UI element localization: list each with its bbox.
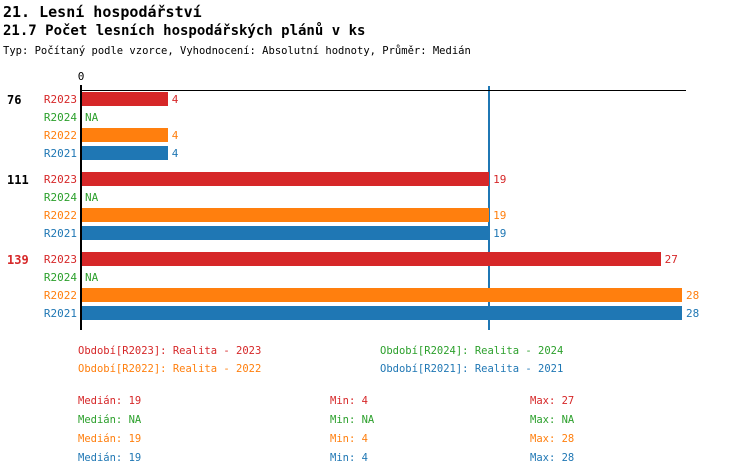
- series-row-label-R2022: R2022: [43, 129, 77, 142]
- legend-item-R2022: Období[R2022]: Realita - 2022: [78, 363, 262, 375]
- bar-value-label: 4: [171, 147, 179, 160]
- series-row-label-R2024: R2024: [43, 271, 77, 284]
- series-row-label-R2021: R2021: [43, 147, 77, 160]
- group-label-139: 139: [7, 253, 29, 267]
- legend-item-R2023: Období[R2023]: Realita - 2023: [78, 345, 262, 357]
- bar-R2023-group-111: [82, 172, 490, 186]
- series-row-label-R2023: R2023: [43, 253, 77, 266]
- bar-R2023-group-139: [82, 252, 661, 266]
- bar-value-label: 19: [493, 227, 507, 240]
- bar-value-label: 19: [493, 209, 507, 222]
- bar-R2022-group-76: [82, 128, 168, 142]
- bar-R2022-group-111: [82, 208, 490, 222]
- stat-median-R2022: Medián: 19: [78, 433, 142, 445]
- series-row-label-R2024: R2024: [43, 111, 77, 124]
- series-row-label-R2021: R2021: [43, 307, 77, 320]
- stat-max-R2022: Max: 28: [530, 433, 575, 445]
- stat-max-R2024: Max: NA: [530, 414, 575, 426]
- stat-min-R2024: Min: NA: [330, 414, 375, 426]
- group-label-111: 111: [7, 173, 29, 187]
- series-row-label-R2021: R2021: [43, 227, 77, 240]
- series-row-label-R2024: R2024: [43, 191, 77, 204]
- bar-value-label: 4: [171, 93, 179, 106]
- series-row-label-R2022: R2022: [43, 289, 77, 302]
- stat-min-R2021: Min: 4: [330, 452, 368, 464]
- stat-max-R2023: Max: 27: [530, 395, 575, 407]
- na-value-label: NA: [85, 191, 99, 204]
- bar-value-label: 28: [686, 289, 700, 302]
- na-value-label: NA: [85, 111, 99, 124]
- chart-title: 21. Lesní hospodářství: [3, 3, 202, 21]
- median-reference-line: [488, 86, 491, 330]
- stat-median-R2024: Medián: NA: [78, 414, 142, 426]
- y-axis-line: [80, 85, 82, 330]
- bar-R2021-group-76: [82, 146, 168, 160]
- legend-item-R2024: Období[R2024]: Realita - 2024: [380, 345, 564, 357]
- bar-R2022-group-139: [82, 288, 683, 302]
- chart-subtitle: 21.7 Počet lesních hospodářských plánů v…: [3, 23, 366, 39]
- bar-value-label: 28: [686, 307, 700, 320]
- legend-item-R2021: Období[R2021]: Realita - 2021: [380, 363, 564, 375]
- stat-median-R2021: Medián: 19: [78, 452, 142, 464]
- x-axis-top-line: [81, 90, 686, 91]
- bar-R2021-group-139: [82, 306, 683, 320]
- stat-min-R2022: Min: 4: [330, 433, 368, 445]
- axis-origin-tick-label: 0: [77, 70, 85, 83]
- bar-value-label: 4: [171, 129, 179, 142]
- bar-value-label: 27: [664, 253, 678, 266]
- series-row-label-R2023: R2023: [43, 93, 77, 106]
- series-row-label-R2022: R2022: [43, 209, 77, 222]
- na-value-label: NA: [85, 271, 99, 284]
- bar-R2023-group-76: [82, 92, 168, 106]
- stat-max-R2021: Max: 28: [530, 452, 575, 464]
- chart-type-info: Typ: Počítaný podle vzorce, Vyhodnocení:…: [3, 45, 471, 57]
- series-row-label-R2023: R2023: [43, 173, 77, 186]
- group-label-76: 76: [7, 93, 22, 107]
- bar-R2021-group-111: [82, 226, 490, 240]
- stat-min-R2023: Min: 4: [330, 395, 368, 407]
- stat-median-R2023: Medián: 19: [78, 395, 142, 407]
- bar-value-label: 19: [493, 173, 507, 186]
